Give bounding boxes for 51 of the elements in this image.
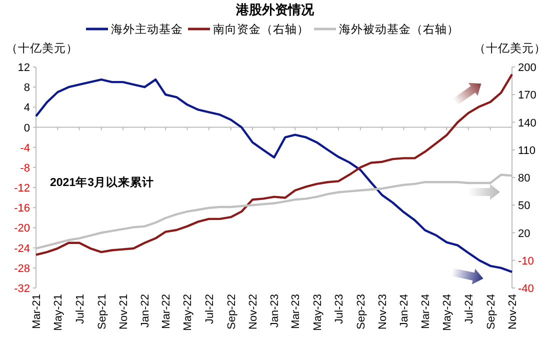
x-tick-label: Sep-24 bbox=[485, 294, 498, 330]
y-tick-label: 4 bbox=[24, 102, 30, 114]
x-tick-label: Jul-22 bbox=[204, 294, 216, 324]
y2-tick-label: 20 bbox=[518, 228, 530, 240]
y2-tick-label: 200 bbox=[518, 62, 536, 74]
x-tick-label: Jul-23 bbox=[333, 294, 346, 324]
y-tick-label: -4 bbox=[20, 142, 30, 154]
y2-tick-label: 170 bbox=[518, 90, 536, 102]
y2-tick-label: -40 bbox=[518, 283, 534, 295]
x-tick-label: Nov-24 bbox=[507, 294, 519, 330]
y-axis-title: （十亿美元） bbox=[6, 41, 78, 55]
y2-tick-label: 80 bbox=[518, 172, 530, 184]
x-tick-label: Jan-23 bbox=[269, 294, 282, 328]
y-tick-label: 12 bbox=[18, 62, 30, 74]
y2-tick-label: -10 bbox=[518, 255, 534, 268]
y2-tick-label: 110 bbox=[518, 144, 536, 157]
y2-tick-label: 140 bbox=[518, 117, 536, 130]
x-tick-label: Jan-22 bbox=[140, 294, 152, 328]
y-tick-label: 8 bbox=[24, 82, 30, 94]
y-tick-label: -32 bbox=[14, 283, 30, 295]
x-tick-label: Sep-21 bbox=[96, 294, 108, 330]
x-tick-label: May-22 bbox=[182, 294, 194, 331]
y2-axis-title: （十亿美元） bbox=[474, 41, 546, 55]
x-tick-label: Nov-22 bbox=[248, 294, 260, 330]
legend-label: 南向资金（右轴） bbox=[213, 23, 309, 36]
y-tick-label: -28 bbox=[14, 262, 30, 275]
x-tick-label: Nov-23 bbox=[377, 294, 390, 330]
x-tick-label: Mar-22 bbox=[160, 294, 173, 329]
x-tick-label: May-21 bbox=[52, 294, 65, 331]
y-tick-label: -16 bbox=[14, 202, 30, 215]
x-tick-label: Mar-21 bbox=[31, 294, 43, 329]
y-tick-label: -20 bbox=[14, 222, 30, 235]
y-tick-label: -12 bbox=[14, 182, 30, 195]
x-tick-label: Jan-24 bbox=[398, 294, 411, 328]
y-tick-label: -8 bbox=[20, 162, 30, 174]
x-tick-label: Sep-22 bbox=[226, 294, 238, 330]
x-tick-label: Mar-24 bbox=[420, 294, 432, 329]
y2-tick-label: 50 bbox=[518, 200, 530, 212]
legend-label: 海外被动基金（右轴） bbox=[339, 23, 459, 36]
x-tick-label: Jul-24 bbox=[463, 294, 476, 324]
y-tick-label: 0 bbox=[24, 122, 30, 134]
x-tick-label: Jul-21 bbox=[74, 294, 86, 324]
legend-label: 海外主动基金 bbox=[111, 22, 183, 36]
x-tick-label: Nov-21 bbox=[118, 294, 130, 330]
x-tick-label: May-23 bbox=[312, 294, 324, 331]
x-tick-label: Sep-23 bbox=[355, 294, 368, 330]
x-tick-label: Mar-23 bbox=[290, 294, 302, 329]
annotation: 2021年3月以来累计 bbox=[50, 175, 154, 189]
x-tick-label: May-24 bbox=[442, 294, 454, 331]
chart-title: 港股外资情况 bbox=[235, 2, 315, 17]
y-tick-label: -24 bbox=[14, 242, 30, 255]
